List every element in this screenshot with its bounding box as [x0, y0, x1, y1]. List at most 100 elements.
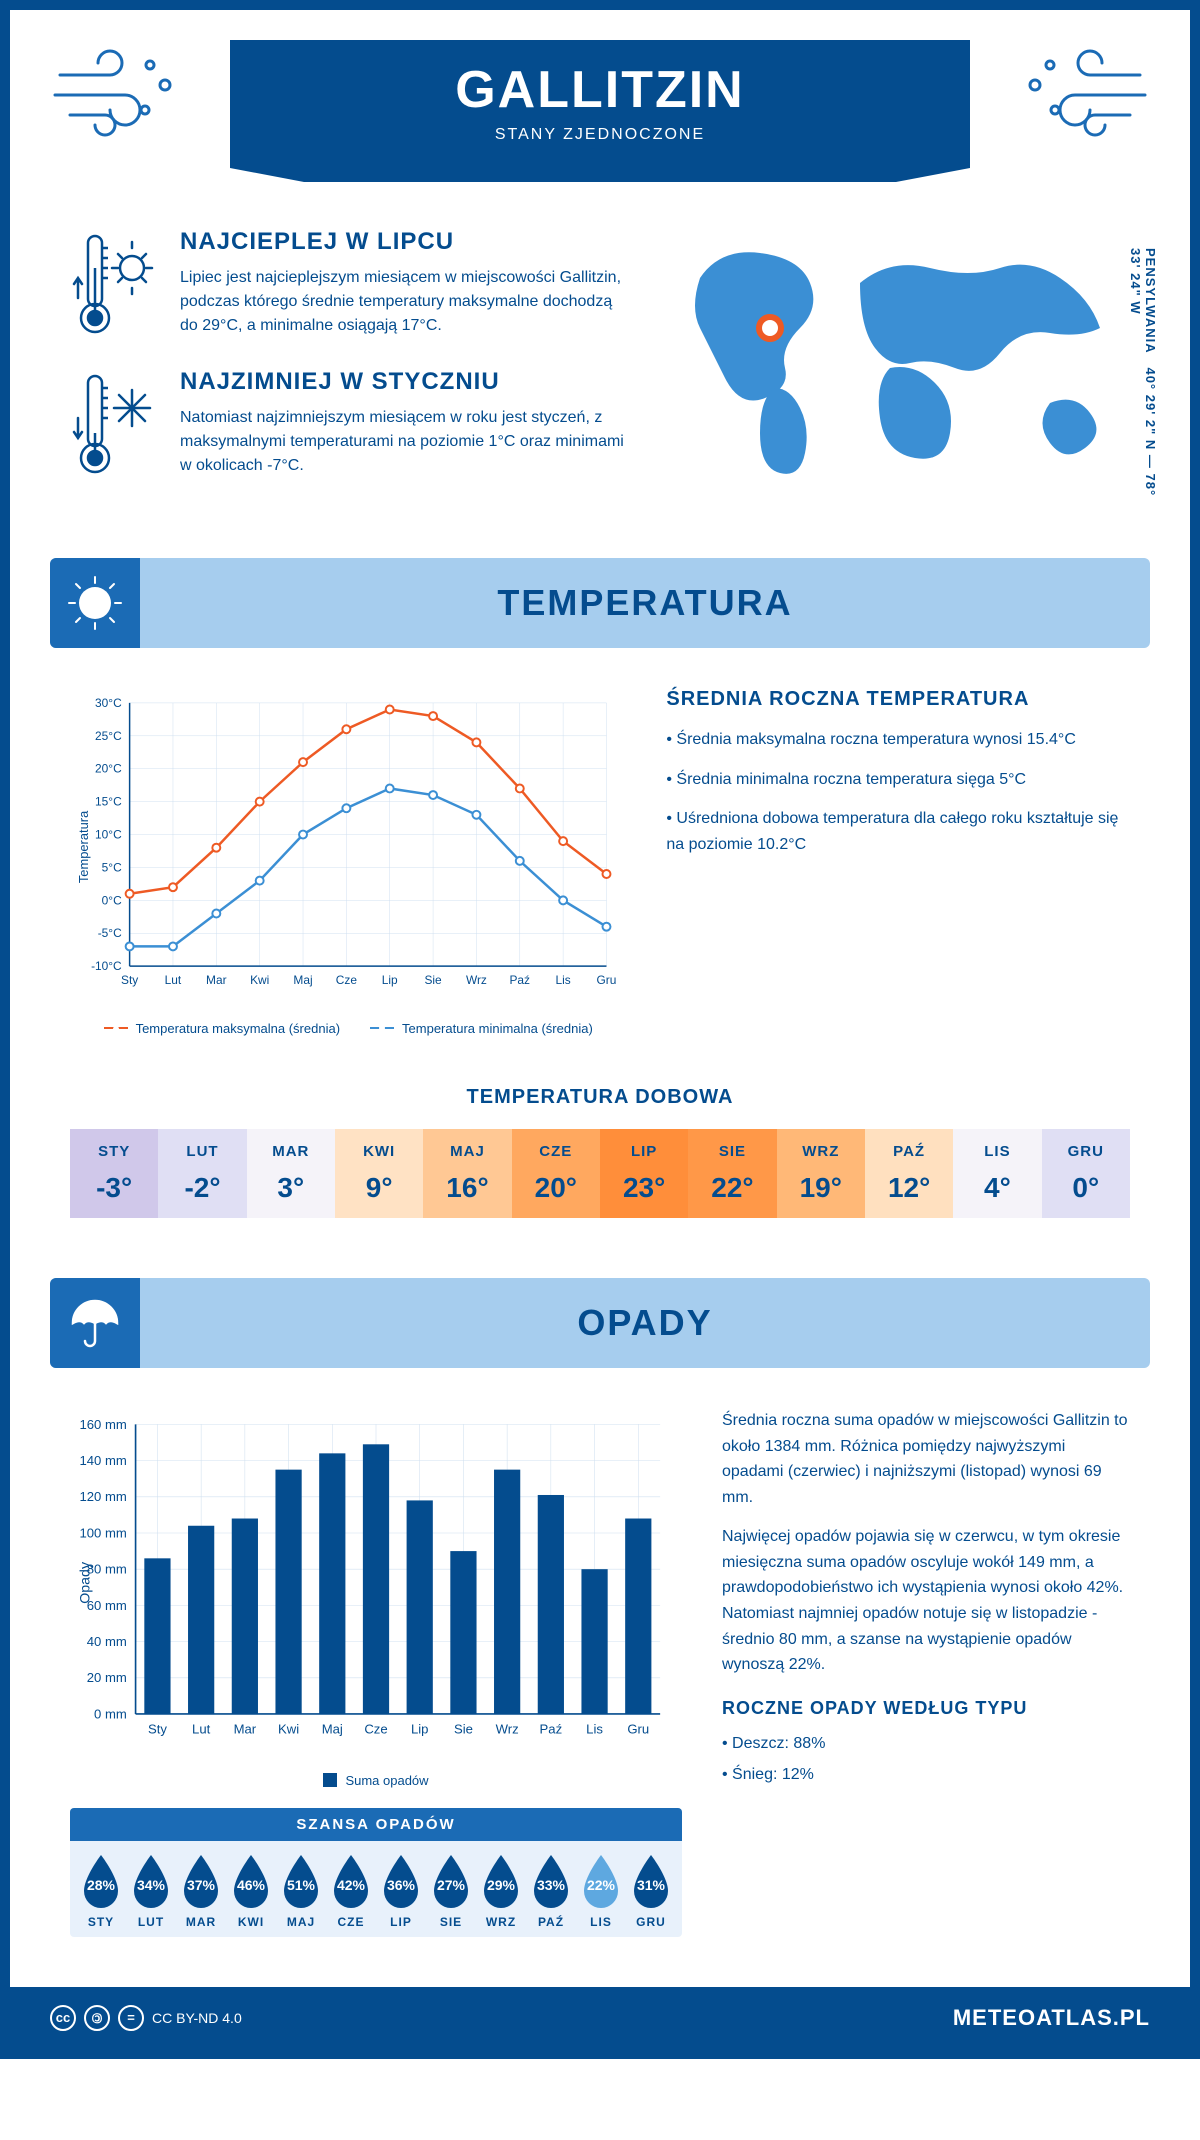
fact-cold-text: Natomiast najzimniejszym miesiącem w rok…: [180, 406, 630, 478]
svg-text:Temperatura: Temperatura: [76, 810, 91, 883]
svg-text:Gru: Gru: [597, 973, 617, 987]
rain-drop-cell: 33%PAŹ: [528, 1853, 574, 1929]
svg-text:Sie: Sie: [424, 973, 442, 987]
svg-text:Kwi: Kwi: [278, 1722, 299, 1737]
svg-text:100 mm: 100 mm: [79, 1525, 126, 1540]
title-banner: GALLITZIN STANY ZJEDNOCZONE: [230, 40, 970, 168]
svg-text:-5°C: -5°C: [98, 926, 122, 940]
svg-text:Cze: Cze: [364, 1722, 387, 1737]
precip-side-p2: Najwięcej opadów pojawia się w czerwcu, …: [722, 1524, 1130, 1678]
svg-text:140 mm: 140 mm: [79, 1453, 126, 1468]
page: GALLITZIN STANY ZJEDNOCZONE: [0, 0, 1200, 2059]
svg-text:160 mm: 160 mm: [79, 1417, 126, 1432]
svg-text:Lis: Lis: [586, 1722, 603, 1737]
fact-cold: NAJZIMNIEJ W STYCZNIU Natomiast najzimni…: [70, 368, 630, 478]
svg-text:Lip: Lip: [382, 973, 398, 987]
daily-temp-cell: MAR3°: [247, 1129, 335, 1218]
svg-text:Lut: Lut: [165, 973, 182, 987]
daily-temp-cell: WRZ19°: [777, 1129, 865, 1218]
by-icon: 🄯: [84, 2005, 110, 2031]
svg-text:Maj: Maj: [322, 1722, 343, 1737]
rain-drop-cell: 51%MAJ: [278, 1853, 324, 1929]
svg-text:Maj: Maj: [293, 973, 312, 987]
temperature-section-title: TEMPERATURA: [170, 582, 1120, 624]
rain-chance-drops: 28%STY34%LUT37%MAR46%KWI51%MAJ42%CZE36%L…: [70, 1841, 682, 1937]
svg-text:15°C: 15°C: [95, 795, 122, 809]
rain-drop-cell: 42%CZE: [328, 1853, 374, 1929]
svg-text:30°C: 30°C: [95, 696, 122, 710]
daily-temp-cell: SIE22°: [688, 1129, 776, 1218]
rain-drop-cell: 37%MAR: [178, 1853, 224, 1929]
temp-side-p1: • Średnia maksymalna roczna temperatura …: [666, 727, 1130, 753]
temp-side-title: ŚREDNIA ROCZNA TEMPERATURA: [666, 688, 1130, 711]
wind-icon-left: [50, 40, 190, 140]
svg-text:Lip: Lip: [411, 1722, 428, 1737]
daily-temp-cell: LIP23°: [600, 1129, 688, 1218]
svg-text:-10°C: -10°C: [91, 959, 122, 973]
temp-side-p2: • Średnia minimalna roczna temperatura s…: [666, 767, 1130, 793]
footer: cc 🄯 = CC BY-ND 4.0 METEOATLAS.PL: [10, 1987, 1190, 2049]
temperature-chart-legend: Temperatura maksymalna (średnia) Tempera…: [70, 1021, 626, 1036]
footer-brand: METEOATLAS.PL: [953, 2005, 1150, 2031]
rain-drop-cell: 27%SIE: [428, 1853, 474, 1929]
svg-text:Mar: Mar: [234, 1722, 257, 1737]
umbrella-icon: [50, 1278, 140, 1368]
temperature-side-text: ŚREDNIA ROCZNA TEMPERATURA • Średnia mak…: [666, 688, 1130, 1036]
svg-text:10°C: 10°C: [95, 828, 122, 842]
daily-temp-cell: GRU0°: [1042, 1129, 1130, 1218]
daily-temp-cell: CZE20°: [512, 1129, 600, 1218]
precipitation-side-text: Średnia roczna suma opadów w miejscowośc…: [722, 1408, 1130, 1957]
svg-text:120 mm: 120 mm: [79, 1489, 126, 1504]
world-map-container: PENSYLWANIA 40° 29' 2" N — 78° 33' 24" W: [670, 228, 1130, 508]
svg-text:Kwi: Kwi: [250, 973, 269, 987]
svg-text:Wrz: Wrz: [496, 1722, 519, 1737]
temperature-section: -10°C-5°C0°C5°C10°C15°C20°C25°C30°CStyLu…: [10, 668, 1190, 1066]
temp-side-p3: • Uśredniona dobowa temperatura dla całe…: [666, 806, 1130, 857]
svg-text:Paź: Paź: [510, 973, 531, 987]
svg-text:Mar: Mar: [206, 973, 227, 987]
rain-drop-cell: 29%WRZ: [478, 1853, 524, 1929]
thermometer-hot-icon: [70, 228, 160, 338]
daily-temp-cell: LUT-2°: [158, 1129, 246, 1218]
thermometer-cold-icon: [70, 368, 160, 478]
daily-temp-cell: KWI9°: [335, 1129, 423, 1218]
rain-drop-cell: 46%KWI: [228, 1853, 274, 1929]
precipitation-chart-legend: Suma opadów: [70, 1773, 682, 1788]
rain-chance-title: SZANSA OPADÓW: [70, 1808, 682, 1841]
license-text: CC BY-ND 4.0: [152, 2010, 242, 2026]
svg-text:0 mm: 0 mm: [94, 1706, 127, 1721]
header: GALLITZIN STANY ZJEDNOCZONE: [10, 10, 1190, 188]
wind-icon-right: [1010, 40, 1150, 140]
svg-text:Lis: Lis: [556, 973, 571, 987]
precipitation-section-title: OPADY: [170, 1302, 1120, 1344]
fact-hot-title: NAJCIEPLEJ W LIPCU: [180, 228, 630, 256]
daily-temp-title: TEMPERATURA DOBOWA: [70, 1086, 1130, 1109]
daily-temperature-section: TEMPERATURA DOBOWA STY-3°LUT-2°MAR3°KWI9…: [10, 1066, 1190, 1258]
coordinates: PENSYLWANIA 40° 29' 2" N — 78° 33' 24" W: [1128, 248, 1158, 508]
daily-temp-cell: STY-3°: [70, 1129, 158, 1218]
fact-cold-title: NAJZIMNIEJ W STYCZNIU: [180, 368, 630, 396]
nd-icon: =: [118, 2005, 144, 2031]
rain-drop-cell: 28%STY: [78, 1853, 124, 1929]
svg-text:5°C: 5°C: [102, 860, 122, 874]
svg-text:Sty: Sty: [121, 973, 138, 987]
svg-text:25°C: 25°C: [95, 729, 122, 743]
svg-text:Sie: Sie: [454, 1722, 473, 1737]
page-subtitle: STANY ZJEDNOCZONE: [270, 126, 930, 144]
precip-type-title: ROCZNE OPADY WEDŁUG TYPU: [722, 1698, 1130, 1719]
sun-icon: [50, 558, 140, 648]
cc-icon: cc: [50, 2005, 76, 2031]
daily-temp-cell: MAJ16°: [423, 1129, 511, 1218]
svg-text:20 mm: 20 mm: [87, 1670, 127, 1685]
overview-section: NAJCIEPLEJ W LIPCU Lipiec jest najcieple…: [10, 188, 1190, 538]
svg-text:Opady: Opady: [78, 1561, 94, 1604]
precip-side-p1: Średnia roczna suma opadów w miejscowośc…: [722, 1408, 1130, 1510]
fact-hot: NAJCIEPLEJ W LIPCU Lipiec jest najcieple…: [70, 228, 630, 338]
precip-type-snow: • Śnieg: 12%: [722, 1762, 1130, 1788]
rain-drop-cell: 22%LIS: [578, 1853, 624, 1929]
svg-text:20°C: 20°C: [95, 762, 122, 776]
temperature-banner: TEMPERATURA: [50, 558, 1150, 648]
temperature-line-chart: -10°C-5°C0°C5°C10°C15°C20°C25°C30°CStyLu…: [70, 688, 626, 1006]
rain-drop-cell: 31%GRU: [628, 1853, 674, 1929]
svg-text:Wrz: Wrz: [466, 973, 487, 987]
